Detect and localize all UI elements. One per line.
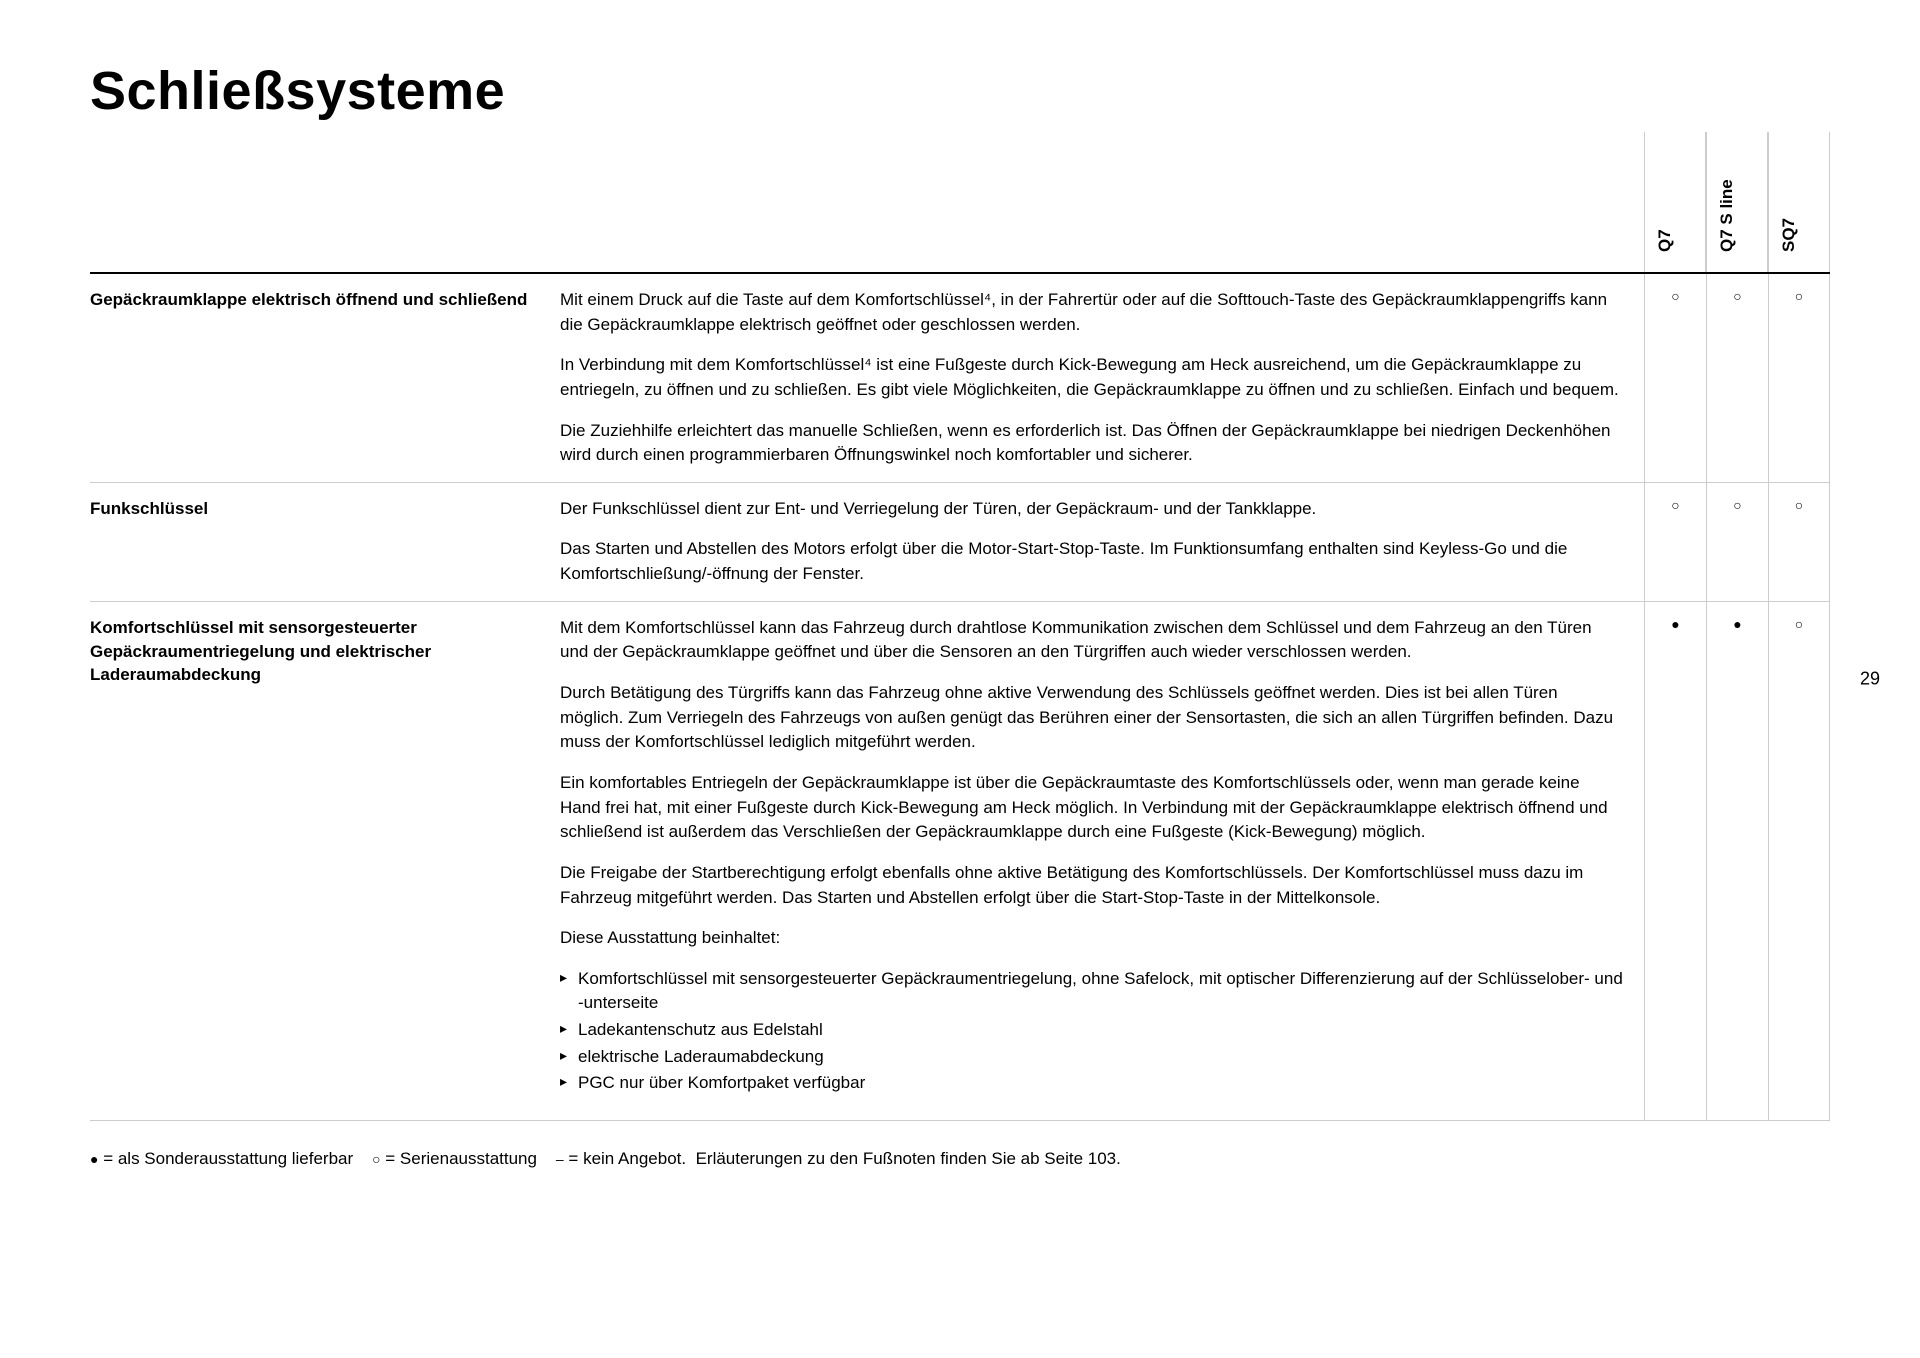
availability-symbol bbox=[1733, 616, 1741, 633]
availability-cell bbox=[1644, 483, 1706, 601]
availability-cell bbox=[1706, 602, 1768, 1120]
feature-bullet: PGC nur über Komfortpaket verfügbar bbox=[560, 1071, 1624, 1096]
feature-bullet: elektrische Laderaumabdeckung bbox=[560, 1045, 1624, 1070]
availability-cell bbox=[1644, 602, 1706, 1120]
feature-bullet: Ladekantenschutz aus Edelstahl bbox=[560, 1018, 1624, 1043]
availability-cell bbox=[1706, 483, 1768, 601]
column-header-label: Q7 S line bbox=[1717, 179, 1737, 252]
legend-standard-symbol: ○ bbox=[372, 1151, 380, 1167]
availability-symbol bbox=[1795, 616, 1803, 633]
availability-cell bbox=[1768, 274, 1830, 482]
availability-cell bbox=[1644, 274, 1706, 482]
availability-symbol bbox=[1733, 288, 1741, 305]
column-header-label: Q7 bbox=[1655, 229, 1675, 252]
feature-paragraph: Mit dem Komfortschlüssel kann das Fahrze… bbox=[560, 616, 1624, 665]
availability-symbol bbox=[1671, 288, 1679, 305]
feature-description: Mit dem Komfortschlüssel kann das Fahrze… bbox=[560, 602, 1644, 1120]
availability-symbol bbox=[1795, 497, 1803, 514]
feature-description: Mit einem Druck auf die Taste auf dem Ko… bbox=[560, 274, 1644, 482]
feature-paragraph: Die Freigabe der Startberechtigung erfol… bbox=[560, 861, 1624, 910]
feature-paragraph: Ein komfortables Entriegeln der Gepäckra… bbox=[560, 771, 1624, 845]
legend-optional-symbol: ● bbox=[90, 1151, 98, 1167]
feature-row: Komfortschlüssel mit sensorgesteuerter G… bbox=[90, 602, 1830, 1121]
availability-cells bbox=[1644, 483, 1830, 601]
feature-row: FunkschlüsselDer Funkschlüssel dient zur… bbox=[90, 483, 1830, 602]
legend-optional-text: = als Sonderausstattung lieferbar bbox=[103, 1149, 353, 1168]
page-title: Schließsysteme bbox=[90, 60, 1830, 122]
legend-none-text: = kein Angebot. bbox=[568, 1149, 686, 1168]
availability-cells bbox=[1644, 274, 1830, 482]
feature-bullet: Komfortschlüssel mit sensorgesteuerter G… bbox=[560, 967, 1624, 1016]
legend-none-symbol: – bbox=[556, 1151, 564, 1167]
feature-name: Funkschlüssel bbox=[90, 483, 560, 601]
feature-paragraph: Der Funkschlüssel dient zur Ent- und Ver… bbox=[560, 497, 1624, 522]
feature-name: Komfortschlüssel mit sensorgesteuerter G… bbox=[90, 602, 560, 1120]
feature-paragraph: Diese Ausstattung beinhaltet: bbox=[560, 926, 1624, 951]
page-number: 29 bbox=[1860, 669, 1880, 690]
column-header-row: Q7 Q7 S line SQ7 bbox=[90, 132, 1830, 274]
column-header: Q7 bbox=[1644, 132, 1706, 272]
availability-cell bbox=[1768, 483, 1830, 601]
feature-paragraph: Durch Betätigung des Türgriffs kann das … bbox=[560, 681, 1624, 755]
feature-paragraph: Die Zuziehhilfe erleichtert das manuelle… bbox=[560, 419, 1624, 468]
legend-standard-text: = Serienausstattung bbox=[385, 1149, 537, 1168]
column-header-label: SQ7 bbox=[1779, 218, 1799, 252]
feature-row: Gepäckraumklappe elektrisch öffnend und … bbox=[90, 274, 1830, 483]
feature-paragraph: Das Starten und Abstellen des Motors erf… bbox=[560, 537, 1624, 586]
availability-symbol bbox=[1733, 497, 1741, 514]
column-header: SQ7 bbox=[1768, 132, 1830, 272]
availability-symbol bbox=[1795, 288, 1803, 305]
availability-symbol bbox=[1671, 497, 1679, 514]
feature-paragraph: In Verbindung mit dem Komfortschlüssel⁴ … bbox=[560, 353, 1624, 402]
availability-cell bbox=[1768, 602, 1830, 1120]
feature-paragraph: Mit einem Druck auf die Taste auf dem Ko… bbox=[560, 288, 1624, 337]
availability-cells bbox=[1644, 602, 1830, 1120]
feature-description: Der Funkschlüssel dient zur Ent- und Ver… bbox=[560, 483, 1644, 601]
feature-bullet-list: Komfortschlüssel mit sensorgesteuerter G… bbox=[560, 967, 1624, 1096]
legend: ● = als Sonderausstattung lieferbar ○ = … bbox=[90, 1149, 1830, 1169]
availability-cell bbox=[1706, 274, 1768, 482]
feature-name: Gepäckraumklappe elektrisch öffnend und … bbox=[90, 274, 560, 482]
column-header: Q7 S line bbox=[1706, 132, 1768, 272]
availability-symbol bbox=[1671, 616, 1679, 633]
legend-footnote-ref: Erläuterungen zu den Fußnoten finden Sie… bbox=[696, 1149, 1121, 1168]
